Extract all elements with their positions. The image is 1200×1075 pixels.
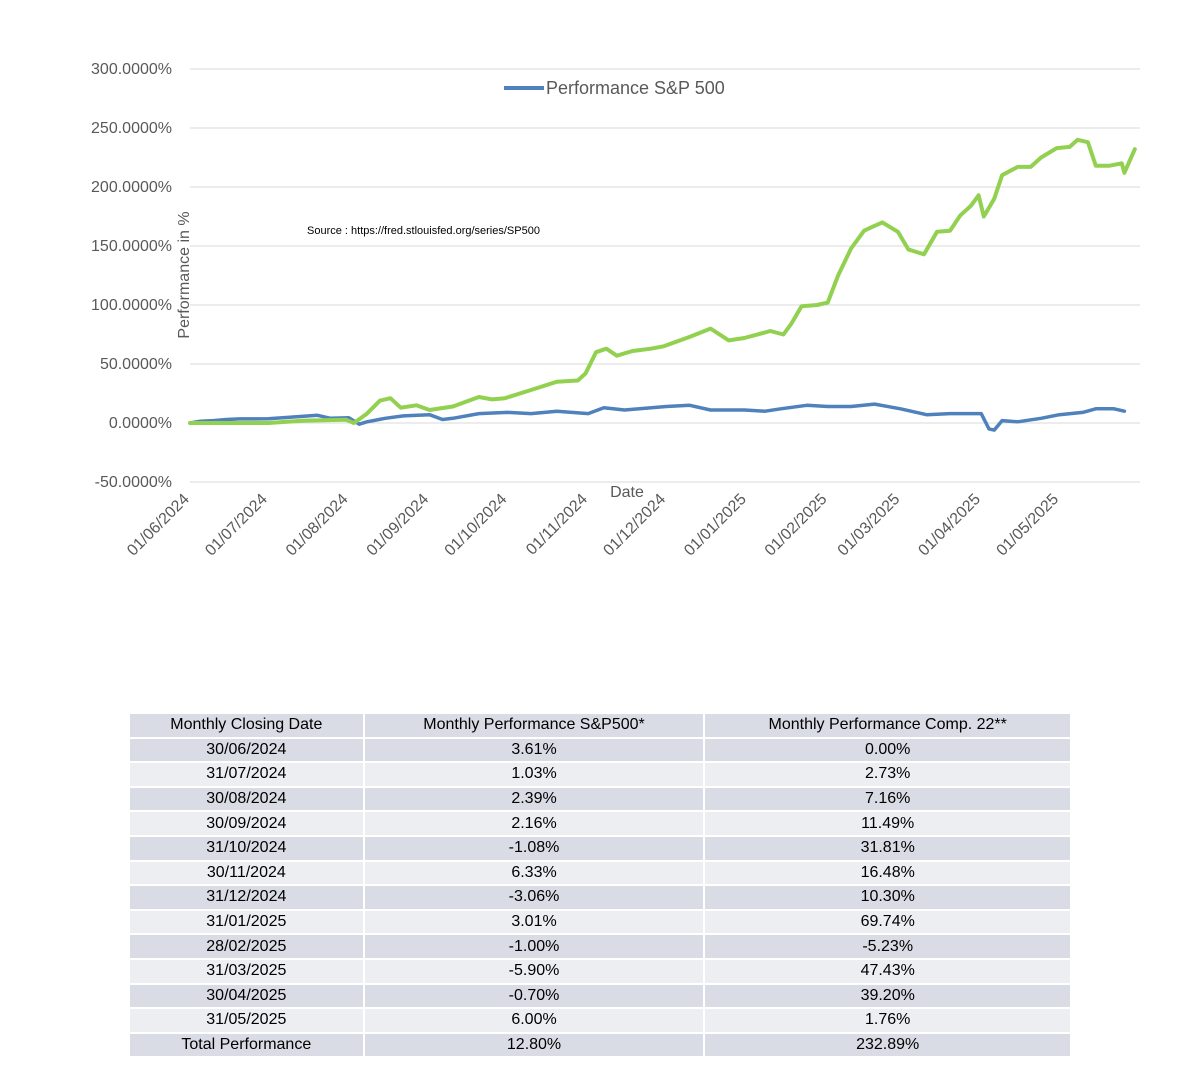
cell-closing-date: 30/08/2024 xyxy=(130,787,363,811)
cell-sp500-performance: -5.90% xyxy=(364,959,704,983)
y-tick-label: 250.0000% xyxy=(91,120,172,137)
y-tick-label: 150.0000% xyxy=(91,238,172,255)
cell-comp22-performance: 10.30% xyxy=(705,886,1070,909)
x-axis-title: Date xyxy=(610,484,644,501)
cell-comp22-performance: 7.16% xyxy=(705,787,1070,811)
table-row: 30/08/2024 2.39% 7.16% xyxy=(130,787,1070,811)
x-tick-label: 01/09/2024 xyxy=(364,491,433,560)
table-row: 28/02/2025 -1.00% -5.23% xyxy=(130,935,1070,958)
cell-comp22-performance: 16.48% xyxy=(705,861,1070,885)
cell-closing-date: 28/02/2025 xyxy=(130,935,363,958)
cell-closing-date: 31/01/2025 xyxy=(130,910,363,934)
cell-closing-date: 31/10/2024 xyxy=(130,836,363,860)
cell-closing-date: 30/09/2024 xyxy=(130,812,363,835)
cell-sp500-performance: 1.03% xyxy=(364,763,704,786)
table-row: 30/11/2024 6.33% 16.48% xyxy=(130,861,1070,885)
table-row: 30/04/2025 -0.70% 39.20% xyxy=(130,984,1070,1008)
x-tick-label: 01/02/2025 xyxy=(762,491,831,560)
cell-closing-date: 31/12/2024 xyxy=(130,886,363,909)
cell-sp500-performance: 3.61% xyxy=(364,738,704,762)
y-tick-label: 300.0000% xyxy=(91,61,172,78)
x-tick-label: 01/08/2024 xyxy=(283,491,352,560)
cell-comp22-performance: 31.81% xyxy=(705,836,1070,860)
cell-sp500-performance: 6.33% xyxy=(364,861,704,885)
cell-sp500-performance: 2.16% xyxy=(364,812,704,835)
y-tick-label: 0.0000% xyxy=(109,415,172,432)
cell-comp22-performance: 11.49% xyxy=(705,812,1070,835)
table-row: 31/05/2025 6.00% 1.76% xyxy=(130,1009,1070,1032)
total-comp22: 232.89% xyxy=(705,1033,1070,1057)
cell-sp500-performance: -0.70% xyxy=(364,984,704,1008)
x-tick-label: 01/11/2024 xyxy=(523,491,591,559)
header-sp500-performance: Monthly Performance S&P500* xyxy=(364,714,704,737)
cell-sp500-performance: 2.39% xyxy=(364,787,704,811)
table-row: 31/03/2025 -5.90% 47.43% xyxy=(130,959,1070,983)
y-axis-title: Performance in % xyxy=(176,211,193,338)
header-closing-date: Monthly Closing Date xyxy=(130,714,363,737)
cell-comp22-performance: -5.23% xyxy=(705,935,1070,958)
x-tick-label: 01/05/2025 xyxy=(993,491,1062,560)
table-row: 31/01/2025 3.01% 69.74% xyxy=(130,910,1070,934)
table-row: 31/10/2024 -1.08% 31.81% xyxy=(130,836,1070,860)
table-row: 30/06/2024 3.61% 0.00% xyxy=(130,738,1070,762)
series-line-sp500 xyxy=(188,402,1127,432)
source-note: Source : https://fred.stlouisfed.org/ser… xyxy=(307,225,540,237)
x-tick-label: 01/07/2024 xyxy=(202,491,271,560)
series-line-comp22 xyxy=(188,137,1137,425)
cell-closing-date: 31/07/2024 xyxy=(130,763,363,786)
y-tick-label: 200.0000% xyxy=(91,179,172,196)
cell-closing-date: 30/06/2024 xyxy=(130,738,363,762)
table-header-row: Monthly Closing Date Monthly Performance… xyxy=(130,714,1070,737)
performance-chart: 300.0000% 250.0000% 200.0000% 150.0000% 100.… xyxy=(91,61,1140,560)
total-row: Total Performance 12.80% 232.89% xyxy=(130,1033,1070,1057)
cell-comp22-performance: 69.74% xyxy=(705,910,1070,934)
x-tick-label: 01/01/2025 xyxy=(681,491,750,560)
x-tick-label: 01/12/2024 xyxy=(600,491,669,560)
header-comp22-performance: Monthly Performance Comp. 22** xyxy=(705,714,1070,737)
table-row: 31/12/2024 -3.06% 10.30% xyxy=(130,886,1070,909)
y-tick-label: -50.0000% xyxy=(95,474,172,491)
cell-sp500-performance: -1.00% xyxy=(364,935,704,958)
cell-closing-date: 30/11/2024 xyxy=(130,861,363,885)
x-tick-label: 01/10/2024 xyxy=(442,491,511,560)
table-row: 30/09/2024 2.16% 11.49% xyxy=(130,812,1070,835)
table-body: 30/06/2024 3.61% 0.00% 31/07/2024 1.03% 2.73%… xyxy=(130,738,1070,1032)
cell-comp22-performance: 1.76% xyxy=(705,1009,1070,1032)
x-tick-label: 01/04/2025 xyxy=(915,491,984,560)
legend-label-sp500: Performance S&P 500 xyxy=(546,78,725,98)
y-tick-label: 100.0000% xyxy=(91,297,172,314)
x-tick-label: 01/06/2024 xyxy=(124,491,193,560)
x-tick-label: 01/03/2025 xyxy=(835,491,904,560)
y-tick-label: 50.0000% xyxy=(100,356,172,373)
cell-closing-date: 31/03/2025 xyxy=(130,959,363,983)
cell-sp500-performance: 6.00% xyxy=(364,1009,704,1032)
cell-comp22-performance: 2.73% xyxy=(705,763,1070,786)
cell-comp22-performance: 0.00% xyxy=(705,738,1070,762)
table-row: 31/07/2024 1.03% 2.73% xyxy=(130,763,1070,786)
cell-sp500-performance: 3.01% xyxy=(364,910,704,934)
cell-comp22-performance: 39.20% xyxy=(705,984,1070,1008)
total-label: Total Performance xyxy=(130,1033,363,1057)
cell-comp22-performance: 47.43% xyxy=(705,959,1070,983)
performance-table: Monthly Closing Date Monthly Performance… xyxy=(128,712,1072,1058)
total-sp500: 12.80% xyxy=(364,1033,704,1057)
cell-closing-date: 31/05/2025 xyxy=(130,1009,363,1032)
cell-sp500-performance: -1.08% xyxy=(364,836,704,860)
cell-closing-date: 30/04/2025 xyxy=(130,984,363,1008)
cell-sp500-performance: -3.06% xyxy=(364,886,704,909)
